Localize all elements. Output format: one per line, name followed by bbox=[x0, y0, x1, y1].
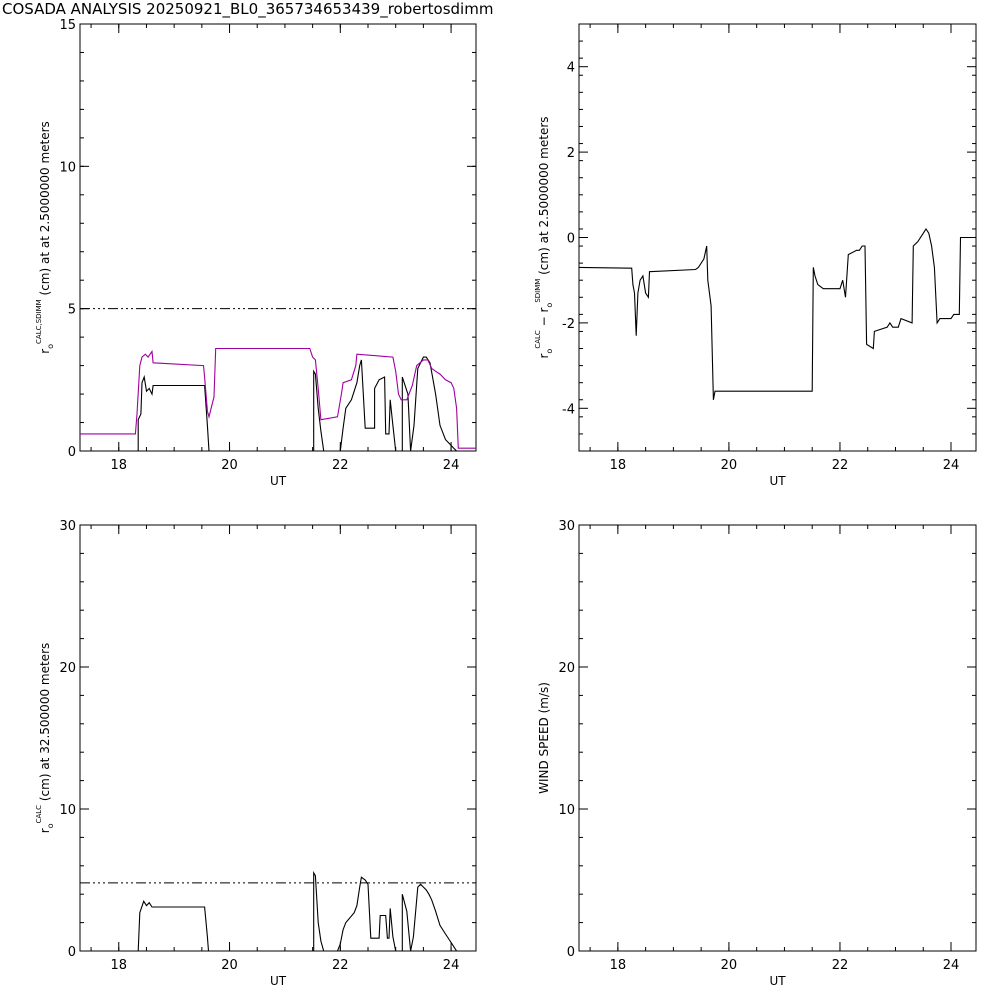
plot-frame bbox=[79, 524, 477, 952]
y-tick-label: 15 bbox=[59, 18, 76, 33]
y-tick-label: 20 bbox=[59, 661, 76, 676]
y-tick-label: 2 bbox=[567, 146, 575, 161]
y-axis-title: roCALC,SDIMM (cm) at at 2.5000000 meters bbox=[35, 121, 55, 354]
x-tick-label: 22 bbox=[832, 458, 849, 473]
y-tick-label: 0 bbox=[567, 945, 575, 960]
y-tick-label: 10 bbox=[59, 160, 76, 175]
plot-panel-3: 18 20 22 24 0 10 20 30 UT roCALC (cm) at 32.50000… bbox=[35, 519, 477, 988]
x-tick-label: 20 bbox=[721, 958, 738, 973]
y-tick-label: 0 bbox=[68, 945, 76, 960]
x-axis-title: UT bbox=[270, 974, 287, 988]
y-tick-label: 20 bbox=[558, 661, 575, 676]
y-axis-title: roCALC (cm) at 32.500000 meters bbox=[35, 643, 55, 834]
y-axis-title: WIND SPEED (m/s) bbox=[537, 682, 551, 794]
x-tick-label: 24 bbox=[943, 958, 960, 973]
y-axis-title: roCALC − roSDIMM (cm) at 2.5000000 meter… bbox=[534, 116, 554, 358]
x-tick-label: 22 bbox=[832, 958, 849, 973]
x-tick-label: 22 bbox=[332, 458, 349, 473]
x-tick-label: 24 bbox=[943, 458, 960, 473]
x-tick-label: 20 bbox=[221, 458, 238, 473]
y-tick-label: 0 bbox=[68, 445, 76, 460]
x-tick-label: 18 bbox=[110, 958, 127, 973]
series-line-1 bbox=[579, 227, 976, 400]
y-tick-label: 4 bbox=[567, 61, 575, 76]
plot-frame bbox=[578, 524, 977, 952]
x-tick-label: 18 bbox=[610, 458, 627, 473]
x-axis-title: UT bbox=[769, 474, 786, 488]
y-tick-label: 10 bbox=[59, 803, 76, 818]
series-line-2 bbox=[80, 347, 476, 449]
series-line-1 bbox=[135, 356, 457, 451]
x-axis-title: UT bbox=[769, 974, 786, 988]
x-tick-label: 22 bbox=[332, 958, 349, 973]
x-tick-label: 20 bbox=[721, 458, 738, 473]
plot-frame bbox=[578, 23, 977, 452]
y-tick-label: 30 bbox=[59, 519, 76, 534]
y-tick-label: 0 bbox=[567, 232, 575, 247]
y-tick-label: 10 bbox=[558, 803, 575, 818]
y-tick-label: -4 bbox=[562, 402, 575, 417]
x-tick-label: 24 bbox=[443, 958, 460, 973]
series-line-1 bbox=[135, 870, 458, 951]
y-tick-label: -2 bbox=[562, 317, 575, 332]
x-tick-label: 24 bbox=[443, 458, 460, 473]
x-tick-label: 18 bbox=[110, 458, 127, 473]
plot-panel-4: 18 20 22 24 0 10 20 30 UT WIND SPEED (m/s) bbox=[537, 519, 977, 988]
x-tick-label: 18 bbox=[610, 958, 627, 973]
x-tick-label: 20 bbox=[221, 958, 238, 973]
page-title: COSADA ANALYSIS 20250921_BL0_36573465343… bbox=[2, 0, 494, 18]
y-tick-label: 30 bbox=[558, 519, 575, 534]
x-axis-title: UT bbox=[270, 474, 287, 488]
plot-panel-1: 18 20 22 24 0 5 10 15 UT roCALC,SDIMM (cm) at at … bbox=[35, 18, 477, 488]
y-tick-label: 5 bbox=[68, 303, 76, 318]
